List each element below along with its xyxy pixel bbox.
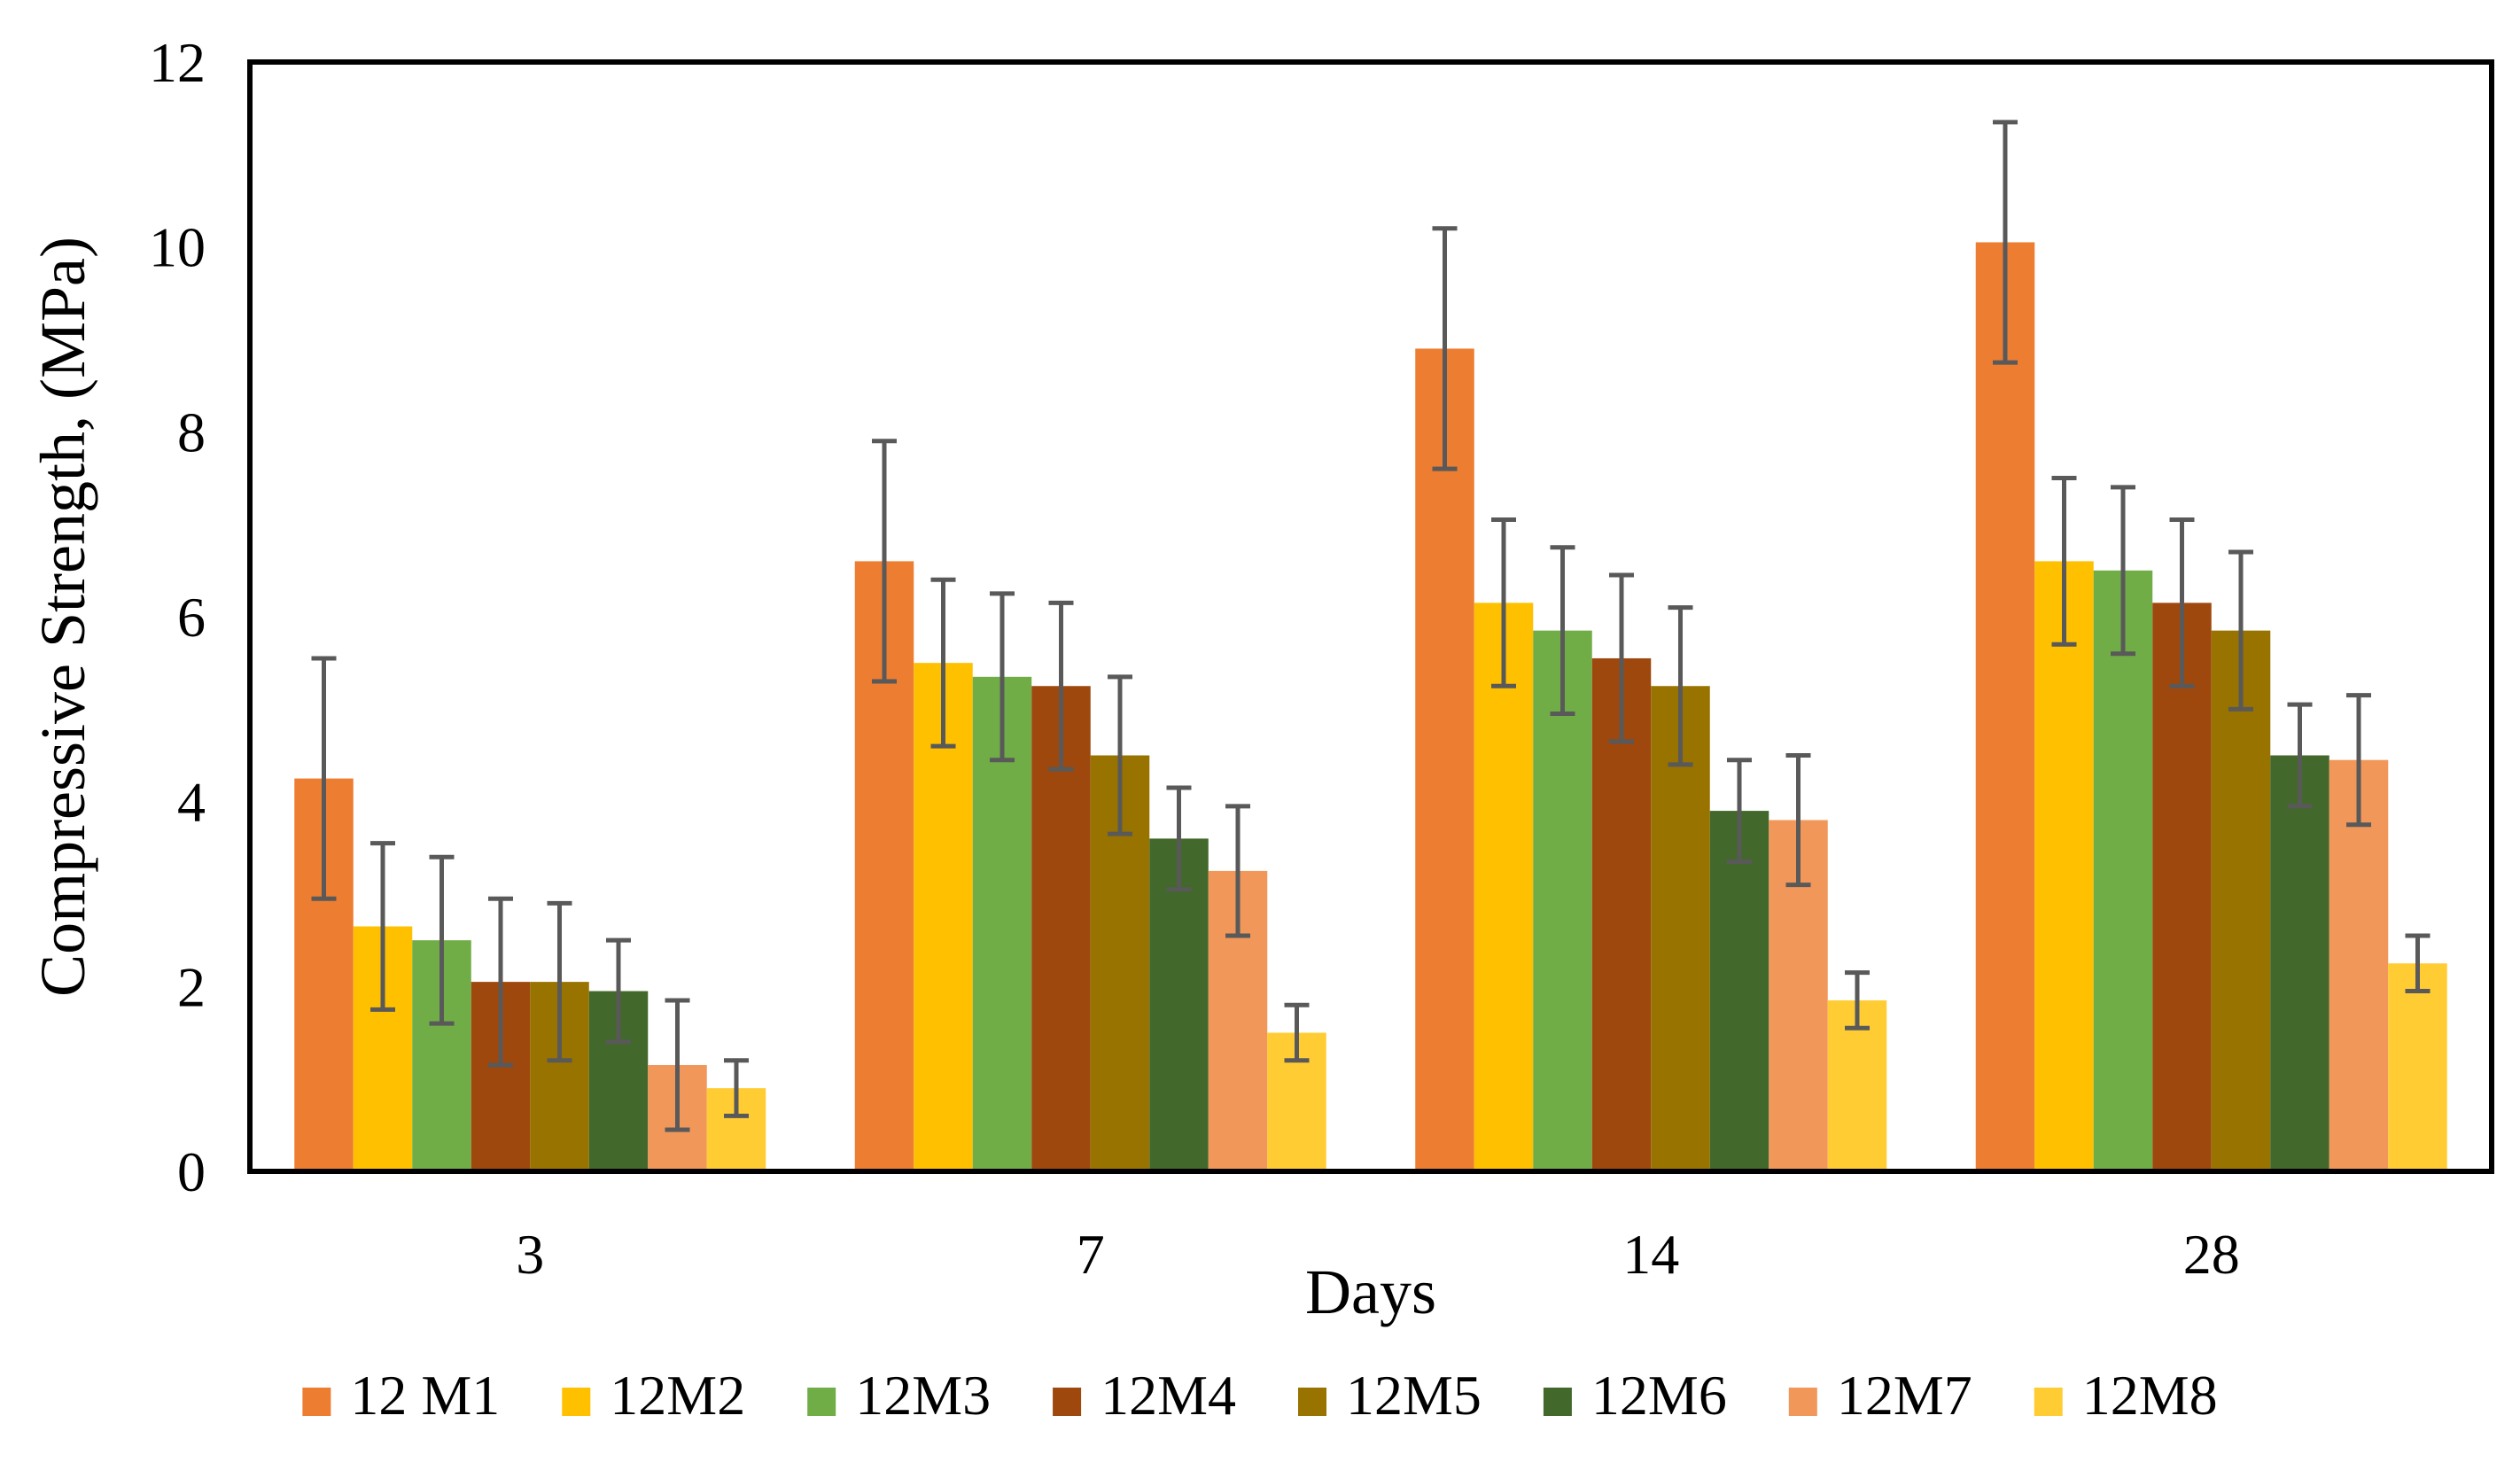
- error-bar-12m8-day-28: [2405, 933, 2431, 994]
- bar-12m3-day-28: [2093, 570, 2153, 1171]
- bar-12m2-day-14: [1474, 603, 1534, 1171]
- error-bar-12m8-day-14: [1845, 970, 1870, 1031]
- error-bar-12m7-day-3: [665, 998, 690, 1132]
- plot-area-frame: [247, 59, 2494, 1174]
- legend-swatch: [1788, 1388, 1817, 1416]
- error-bar-12m7-day-7: [1225, 804, 1250, 938]
- error-bar-12m6-day-7: [1166, 785, 1192, 892]
- error-bar-12m7-day-28: [2346, 693, 2371, 828]
- legend-item: 12M4: [1053, 1364, 1236, 1427]
- bar-12m2-day-28: [2034, 561, 2094, 1171]
- bar-12m7-day-28: [2329, 759, 2389, 1171]
- legend-item: 12M8: [2034, 1364, 2218, 1427]
- y-axis-ticks: 0 2 4 6 8 10 12: [149, 31, 206, 1203]
- y-tick-label: 0: [177, 1140, 206, 1203]
- error-bar-12m5-day-3: [547, 900, 572, 1063]
- bar-12m5-day-14: [1651, 686, 1710, 1171]
- error-bar-12m2-day-14: [1491, 517, 1516, 688]
- y-tick-label: 10: [149, 216, 206, 279]
- y-tick-label: 2: [177, 955, 206, 1018]
- bar-12m1-day-14: [1415, 348, 1474, 1171]
- legend-swatch: [302, 1388, 331, 1416]
- error-bar-12m7-day-14: [1785, 753, 1811, 888]
- legend-swatch: [1543, 1388, 1572, 1416]
- bar-12m5-day-28: [2211, 630, 2271, 1171]
- x-tick-label: 28: [2183, 1223, 2240, 1286]
- legend-label: 12M6: [1591, 1364, 1727, 1427]
- legend-label: 12M5: [1346, 1364, 1482, 1427]
- error-bar-12m1-day-28: [1993, 120, 2018, 365]
- legend-item: 12 M1: [302, 1364, 500, 1427]
- x-tick-label: 14: [1622, 1223, 1679, 1286]
- error-bar-12m4-day-7: [1048, 600, 1074, 772]
- legend-label: 12M3: [855, 1364, 991, 1427]
- error-bar-12m1-day-3: [311, 656, 337, 901]
- x-axis-title: Days: [1305, 1256, 1436, 1327]
- error-bar-12m2-day-28: [2051, 476, 2077, 647]
- error-bar-12m6-day-14: [1727, 758, 1752, 864]
- legend-label: 12 M1: [350, 1364, 500, 1427]
- error-bar-12m3-day-3: [429, 854, 455, 1026]
- legend-swatch: [562, 1388, 591, 1416]
- error-bar-12m4-day-14: [1609, 572, 1634, 744]
- legend-item: 12M6: [1543, 1364, 1727, 1427]
- legend-swatch: [1053, 1388, 1082, 1416]
- bar-12m4-day-28: [2152, 603, 2212, 1171]
- error-bar-12m3-day-14: [1550, 545, 1575, 717]
- bar-12m3-day-14: [1533, 630, 1592, 1171]
- error-bar-12m6-day-28: [2287, 702, 2313, 809]
- legend-swatch: [807, 1388, 836, 1416]
- error-bar-12m5-day-7: [1108, 674, 1132, 836]
- bar-12m8-day-28: [2388, 963, 2447, 1171]
- bar-12m6-day-28: [2270, 755, 2329, 1171]
- y-tick-label: 6: [177, 586, 206, 649]
- error-bar-12m3-day-7: [990, 591, 1015, 763]
- x-axis-ticks: 3 7 14 28: [516, 1223, 2240, 1286]
- legend-label: 12M7: [1837, 1364, 1972, 1427]
- error-bar-12m8-day-3: [724, 1058, 749, 1118]
- y-tick-label: 4: [177, 771, 206, 834]
- legend-item: 12M2: [562, 1364, 745, 1427]
- error-bar-12m3-day-28: [2111, 485, 2135, 657]
- error-bar-12m5-day-14: [1668, 605, 1693, 767]
- legend-label: 12M2: [610, 1364, 745, 1427]
- legend-item: 12M3: [807, 1364, 991, 1427]
- legend-item: 12M7: [1788, 1364, 1972, 1427]
- legend-item: 12M5: [1298, 1364, 1482, 1427]
- error-bars-layer: [311, 120, 2431, 1132]
- x-tick-label: 3: [516, 1223, 544, 1286]
- bar-12m6-day-14: [1709, 811, 1769, 1171]
- y-tick-label: 12: [149, 31, 206, 94]
- x-tick-label: 7: [1077, 1223, 1105, 1286]
- bars-layer: [294, 242, 2447, 1172]
- y-axis-title: Compressive Strength, (MPa): [27, 237, 98, 997]
- error-bar-12m4-day-3: [488, 896, 513, 1068]
- error-bar-12m2-day-3: [370, 841, 395, 1012]
- y-tick-label: 8: [177, 401, 206, 463]
- legend-label: 12M4: [1101, 1364, 1236, 1427]
- error-bar-12m2-day-7: [930, 577, 956, 749]
- error-bar-12m1-day-14: [1432, 226, 1458, 471]
- error-bar-12m4-day-28: [2169, 517, 2195, 688]
- error-bar-12m8-day-7: [1284, 1002, 1310, 1063]
- legend-swatch: [1298, 1388, 1326, 1416]
- bar-12m6-day-7: [1149, 838, 1209, 1171]
- error-bar-12m6-day-3: [606, 937, 631, 1045]
- error-bar-12m1-day-7: [872, 439, 897, 684]
- bar-12m4-day-14: [1591, 657, 1652, 1171]
- legend-label: 12M8: [2082, 1364, 2218, 1427]
- error-bar-12m5-day-28: [2228, 549, 2253, 712]
- bar-12m1-day-28: [1975, 242, 2035, 1172]
- legend-swatch: [2034, 1388, 2063, 1416]
- legend: 12 M1 12M2 12M3 12M4 12M5 12M6 12M7 12M8: [302, 1364, 2218, 1427]
